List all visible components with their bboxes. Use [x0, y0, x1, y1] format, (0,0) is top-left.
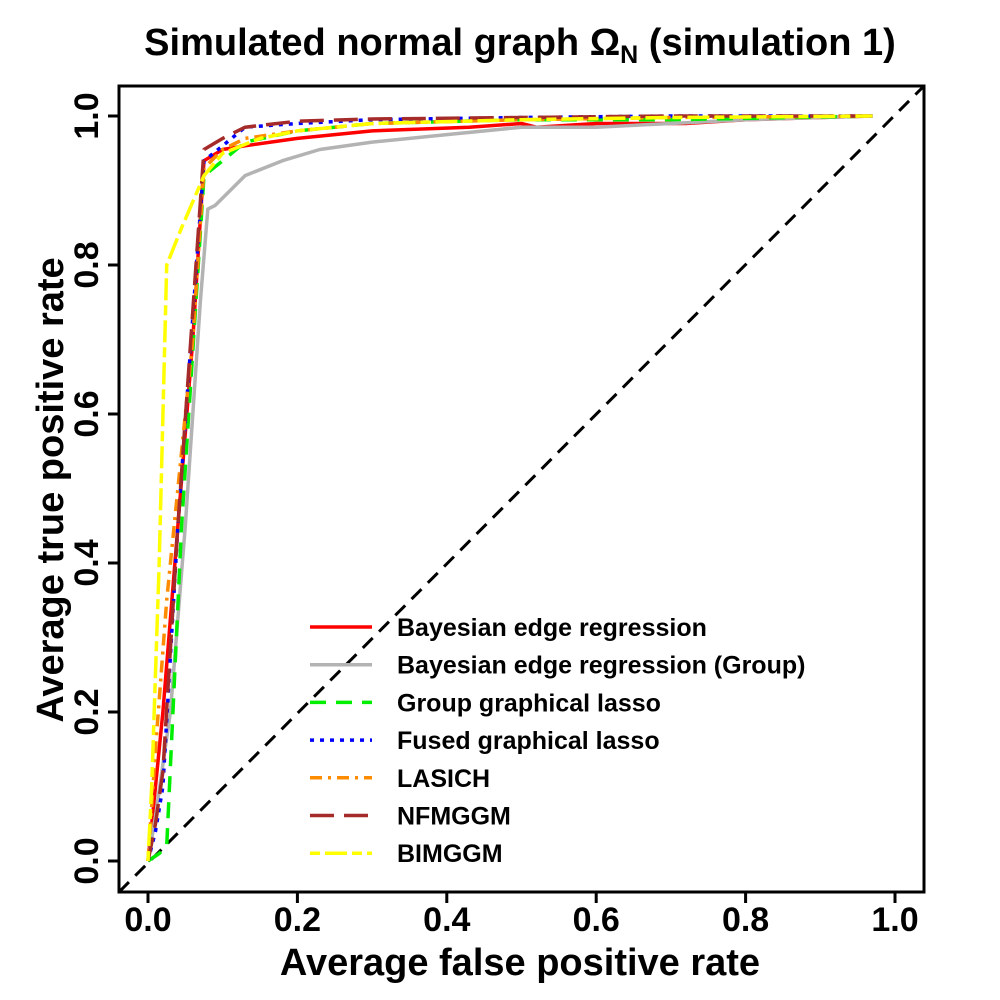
legend-label-bimggm: BIMGGM	[397, 840, 503, 868]
legend-label-bayesian-edge-regression-group: Bayesian edge regression (Group)	[397, 652, 805, 680]
chart-title-suffix: (simulation 1)	[638, 22, 896, 64]
x-tick-label: 0.6	[573, 901, 620, 939]
series-line-bimggm	[146, 114, 873, 862]
plot-area	[117, 84, 926, 894]
y-tick-label: 0.0	[68, 837, 106, 884]
legend-label-nfmggm: NFMGGM	[397, 803, 511, 831]
x-tick-label: 0.4	[423, 901, 470, 939]
legend-label-bayesian-edge-regression: Bayesian edge regression	[397, 614, 707, 642]
legend-label-fused-graphical-lasso: Fused graphical lasso	[397, 727, 660, 755]
y-tick-label: 0.4	[68, 539, 106, 586]
y-axis-label: Average true positive rate	[30, 257, 72, 722]
x-tick-label: 0.2	[274, 901, 321, 939]
series-line-nfmggm	[146, 114, 873, 862]
series-line-fused-graphical-lasso	[146, 114, 873, 862]
legend-label-lasich: LASICH	[397, 765, 490, 793]
series-line-lasich	[146, 114, 873, 862]
series-line-bayesian-edge-regression-group	[146, 114, 873, 862]
x-tick-label: 0.0	[124, 901, 171, 939]
x-axis: 0.0 0.2 0.4 0.6 0.8 1.0	[124, 892, 919, 939]
y-tick-label: 1.0	[68, 92, 106, 139]
x-tick-label: 1.0	[871, 901, 918, 939]
y-axis: 0.0 0.2 0.4 0.6 0.8 1.0	[68, 92, 119, 885]
chart-title: Simulated normal graph ΩN (simulation 1)	[144, 22, 896, 69]
y-tick-label: 0.6	[68, 390, 106, 437]
series-layer	[146, 114, 873, 863]
y-tick-label: 0.2	[68, 688, 106, 735]
chart-title-symbol: Ω	[590, 22, 620, 64]
plot-frame	[117, 84, 926, 894]
chart-title-subscript: N	[620, 41, 638, 69]
chart-title-prefix: Simulated normal graph	[144, 22, 590, 64]
legend: Bayesian edge regression Bayesian edge re…	[310, 614, 805, 868]
legend-label-group-graphical-lasso: Group graphical lasso	[397, 689, 661, 717]
y-tick-label: 0.8	[68, 241, 106, 288]
reference-diagonal-line	[117, 84, 926, 894]
x-tick-label: 0.8	[722, 901, 769, 939]
x-axis-label: Average false positive rate	[280, 942, 760, 984]
